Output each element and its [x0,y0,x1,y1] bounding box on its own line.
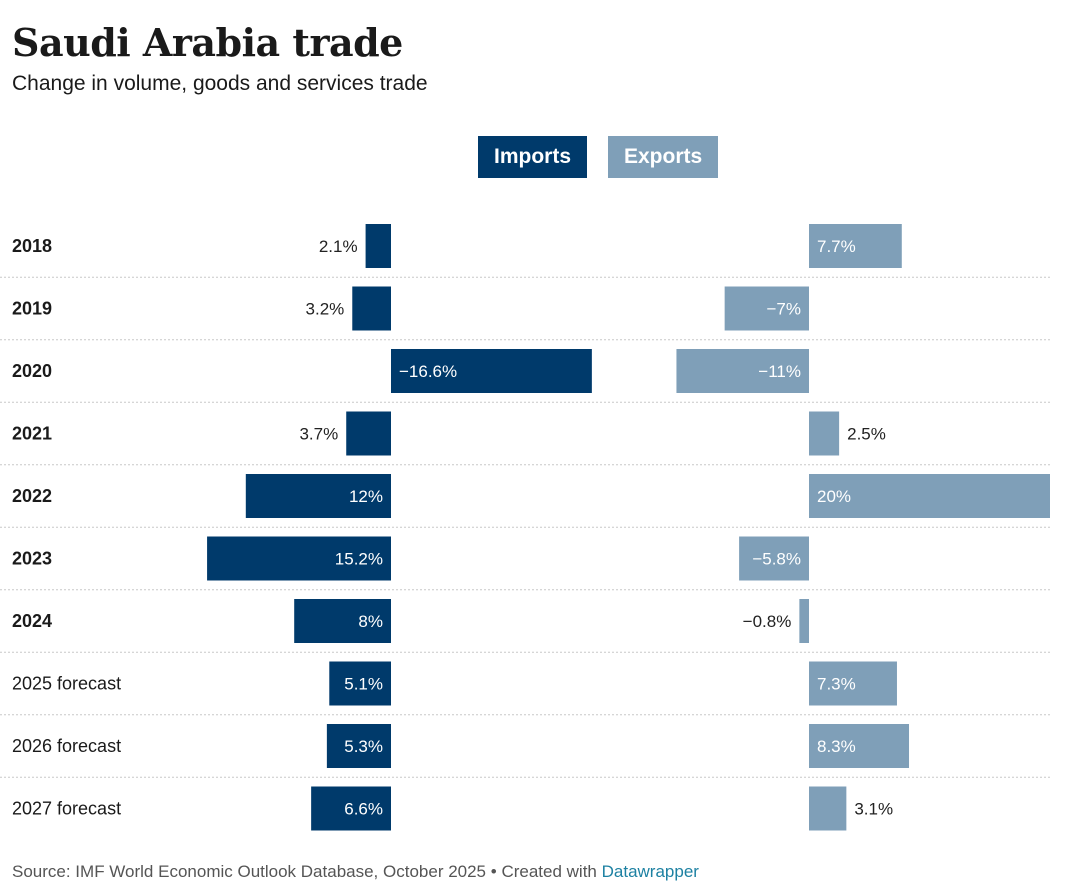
imports-bar [326,724,391,768]
exports-value-label: 2.5% [847,425,886,444]
imports-bar [207,536,391,581]
exports-value-label: −0.8% [743,612,792,631]
imports-bar [365,224,391,268]
imports-value-label: 15.2% [335,550,383,569]
exports-bar [809,224,902,268]
row-label: 2026 forecast [12,736,121,756]
exports-value-label: −5.8% [752,550,801,569]
row-label: 2020 [12,361,52,381]
row-label: 2023 [12,549,52,569]
exports-value-label: 3.1% [854,800,893,819]
created-with-text: Created with [501,862,597,881]
imports-value-label: 12% [349,487,383,506]
exports-bar [739,536,809,581]
trade-bar-chart: 2018 2.1% 7.7% 2019 3.2% −7% 2020 −16.6% −11% 202… [0,224,1050,831]
row-label: 2027 forecast [12,799,121,819]
exports-value-label: 8.3% [817,737,856,756]
exports-bar [724,286,809,331]
exports-value-label: 7.7% [817,237,856,256]
exports-value-label: −7% [767,300,802,319]
row-label: 2025 forecast [12,674,121,694]
exports-bar [809,786,847,831]
imports-value-label: 5.3% [344,737,383,756]
exports-bar [809,474,1050,518]
row-label: 2019 [12,299,52,319]
exports-value-label: 7.3% [817,675,856,694]
exports-value-label: −11% [758,362,801,381]
imports-value-label: 5.1% [344,675,383,694]
imports-value-label: 3.7% [299,425,338,444]
imports-bar [294,599,391,643]
exports-bar [676,349,809,393]
imports-value-label: 2.1% [319,237,358,256]
datawrapper-link[interactable]: Datawrapper [601,862,699,881]
row-label: 2024 [12,611,52,631]
exports-bar [809,724,910,768]
imports-bar [346,411,391,456]
imports-value-label: 6.6% [344,800,383,819]
chart-subtitle: Change in volume, goods and services tra… [12,72,428,95]
imports-bar [329,661,391,706]
imports-bar [245,474,391,518]
imports-value-label: −16.6% [399,362,457,381]
row-label: 2022 [12,486,52,506]
source-note: Source: IMF World Economic Outlook Datab… [12,862,487,881]
footer-separator: • [490,862,502,881]
exports-bar [809,411,840,456]
imports-value-label: 3.2% [306,300,345,319]
imports-bar [311,786,391,831]
imports-bar [352,286,391,331]
exports-bar [809,661,897,706]
row-label: 2018 [12,236,52,256]
legend-imports: Imports [478,136,588,178]
exports-bar [799,599,809,643]
imports-bar [391,349,592,393]
legend-exports: Exports [608,136,719,178]
exports-value-label: 20% [817,487,851,506]
chart-title: Saudi Arabia trade [12,20,403,65]
row-label: 2021 [12,424,52,444]
chart-footer: Source: IMF World Economic Outlook Datab… [12,862,699,882]
imports-value-label: 8% [358,612,383,631]
